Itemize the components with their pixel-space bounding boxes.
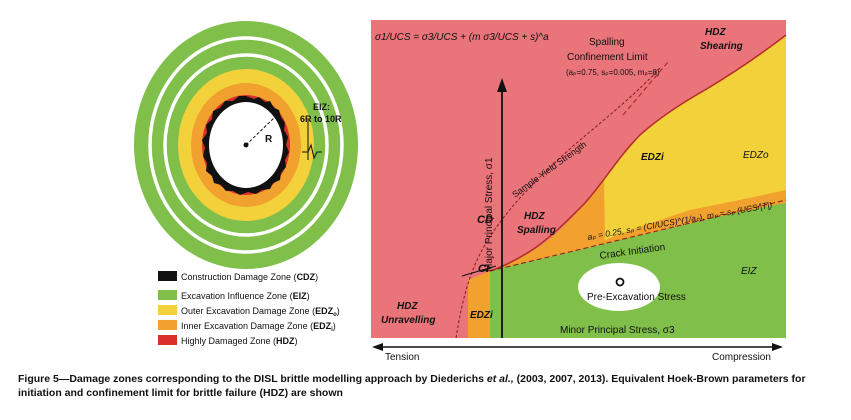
legend-item-edz-i: Inner Excavation Damage Zone (EDZi) (158, 320, 336, 333)
legend-swatch-edz-o (158, 305, 177, 315)
ci-marker-line (461, 265, 497, 277)
caption-etal: et al., (486, 373, 514, 385)
radius-label: R (265, 134, 273, 145)
x-axis-arrow-right (772, 343, 783, 351)
x-axis-label: Minor Principal Stress, σ3 (560, 325, 675, 336)
hdz-boundary-curve (489, 34, 787, 272)
x-axis-arrow-left (372, 343, 383, 351)
radius-line (245, 115, 277, 146)
y-axis-arrow (497, 78, 507, 92)
stress-plot: σ1/UCS = σ3/UCS + (m σ3/UCS + s)^a Spall… (371, 20, 787, 363)
spalling-limit-line2: Confinement Limit (567, 52, 648, 63)
hdz-unravelling-line2: Unravelling (381, 315, 435, 326)
edz-o-label: EDZo (743, 150, 769, 161)
cd-label: CD (477, 214, 493, 226)
caption-lead: Figure 5—Damage zones corresponding to t… (18, 373, 487, 385)
sample-yield-curve (455, 67, 661, 339)
tension-label: Tension (385, 352, 419, 363)
edz-i-lower-region (468, 271, 490, 338)
crack-initiation-line (489, 199, 787, 272)
legend-label-hdz: Highly Damaged Zone (HDZ) (181, 336, 298, 346)
legend-item-eiz: Excavation Influence Zone (EIZ) (158, 290, 310, 301)
eiz-tick-mark (302, 143, 322, 160)
eiz-white-circle-outer (148, 36, 344, 254)
figure-caption: Figure 5—Damage zones corresponding to t… (18, 372, 843, 400)
eiz-white-circle-inner (163, 53, 329, 237)
edz-i-upper-label: EDZi (641, 152, 664, 163)
legend-label-eiz: Excavation Influence Zone (EIZ) (181, 291, 310, 301)
legend-item-cdz: Construction Damage Zone (CDZ) (158, 271, 318, 282)
legend-item-hdz: Highly Damaged Zone (HDZ) (158, 335, 298, 346)
legend-label-edz-o: Outer Excavation Damage Zone (EDZo) (181, 306, 340, 318)
hdz-shearing-line2: Shearing (700, 41, 743, 52)
pre-excavation-marker (615, 277, 625, 287)
hdz-spalling-line2: Spalling (517, 225, 556, 236)
legend-swatch-hdz (158, 335, 177, 345)
eiz-label-line1: EIZ: (313, 102, 330, 112)
pre-excavation-label: Pre-Excavation Stress (587, 292, 686, 303)
hoek-brown-formula: σ1/UCS = σ3/UCS + (m σ3/UCS + s)^a (375, 32, 549, 43)
legend-swatch-cdz (158, 271, 177, 281)
hdz-spalling-line1: HDZ (524, 211, 545, 222)
hdz-shearing-line1: HDZ (705, 27, 726, 38)
edz-i-lower-label: EDZi (470, 310, 493, 321)
eiz-label-line2: 6R to 10R (300, 114, 342, 124)
spalling-limit-line (622, 61, 669, 116)
caption-rest: (2003, 2007, 2013). Equivalent Hoek-Brow… (18, 373, 806, 399)
ci-label: CI (478, 263, 490, 275)
ring-diagram: R EIZ: 6R to 10R (134, 21, 358, 269)
legend-swatch-edz-i (158, 320, 177, 330)
damage-zone-figure: R EIZ: 6R to 10R Construction Damage Zon… (134, 20, 787, 363)
legend-label-cdz: Construction Damage Zone (CDZ) (181, 272, 318, 282)
eiz-plot-label: EIZ (741, 266, 757, 277)
legend-swatch-eiz (158, 290, 177, 300)
hdz-unravelling-line1: HDZ (397, 301, 418, 312)
compression-label: Compression (712, 352, 771, 363)
pre-excavation-zone (578, 263, 660, 311)
spalling-params: (aₚ=0.75, sₚ=0.005, mₚ=8) (566, 68, 660, 77)
spalling-limit-line1: Spalling (589, 37, 625, 48)
legend: Construction Damage Zone (CDZ) Excavatio… (158, 271, 340, 346)
legend-item-edz-o: Outer Excavation Damage Zone (EDZo) (158, 305, 340, 318)
legend-label-edz-i: Inner Excavation Damage Zone (EDZi) (181, 321, 336, 333)
y-axis-label: Major Principal Stress, σ1 (484, 157, 495, 272)
